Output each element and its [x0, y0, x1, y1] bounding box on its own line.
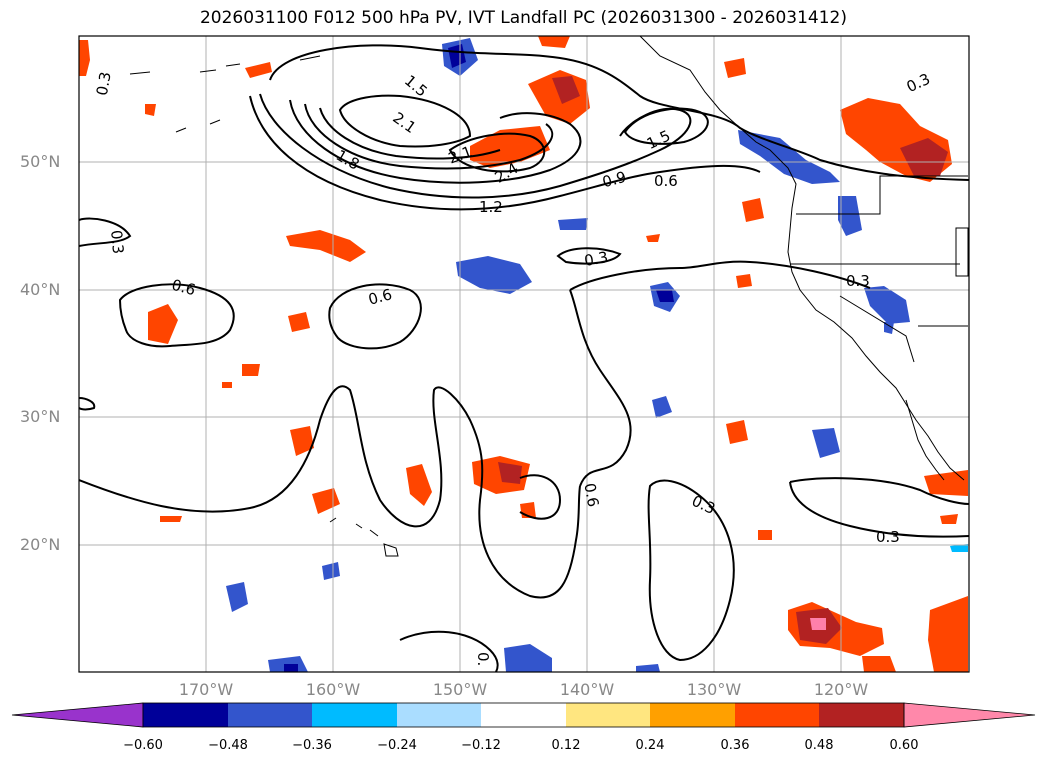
contour-label: 0.9	[600, 168, 628, 192]
contour-label: 0.6	[366, 285, 394, 309]
lon-label-120w: 120°W	[813, 680, 869, 699]
contour-label: 0.6	[654, 172, 678, 190]
lon-label-150w: 150°W	[432, 680, 488, 699]
contour-label: 1.2	[479, 198, 503, 216]
contour-label: 0.3	[846, 272, 870, 290]
contour-label: 2.1	[389, 109, 419, 137]
contour-label: 0.3	[583, 248, 610, 270]
lat-label-20n: 20°N	[20, 535, 61, 554]
contour-label: 0.	[474, 652, 492, 666]
lon-label-160w: 160°W	[305, 680, 361, 699]
colorbar-tick: −0.48	[208, 738, 248, 753]
coastlines	[129, 36, 969, 557]
contour-label: 0.6	[580, 482, 602, 509]
contour-label: 0.3	[107, 229, 127, 254]
lon-label-130w: 130°W	[686, 680, 742, 699]
lat-lon-grid	[79, 36, 969, 672]
contour-label: 0.3	[876, 528, 900, 546]
lon-label-170w: 170°W	[178, 680, 234, 699]
colorbar-tick: 0.12	[551, 738, 581, 753]
contour-label: 1.5	[644, 127, 673, 153]
map-frame	[78, 35, 970, 673]
pv-contours	[79, 44, 969, 672]
pv-anomaly-shading	[79, 36, 968, 672]
contour-label: 0.6	[170, 276, 198, 300]
lon-label-140w: 140°W	[559, 680, 615, 699]
lat-label-30n: 30°N	[20, 407, 61, 426]
lat-label-50n: 50°N	[20, 152, 61, 171]
contour-label: 0.3	[93, 70, 115, 97]
colorbar-tick: −0.24	[377, 738, 417, 753]
colorbar-tick: 0.36	[720, 738, 750, 753]
colorbar-tick: −0.12	[461, 738, 501, 753]
contour-labels: 0.3 1.5 2.1 1.8 2.1 2.4 1.5 0.9 0.6 1.2 …	[93, 70, 933, 667]
colorbar-tick: 0.24	[635, 738, 665, 753]
map-title: 2026031100 F012 500 hPa PV, IVT Landfall…	[199, 8, 847, 28]
colorbar-tick: 0.48	[804, 738, 834, 753]
colorbar-tick: −0.36	[292, 738, 332, 753]
colorbar-tick: −0.60	[123, 738, 163, 753]
colorbar	[11, 702, 1036, 728]
contour-label: 0.3	[904, 70, 933, 96]
lat-label-40n: 40°N	[20, 280, 61, 299]
colorbar-tick: 0.60	[889, 738, 919, 753]
